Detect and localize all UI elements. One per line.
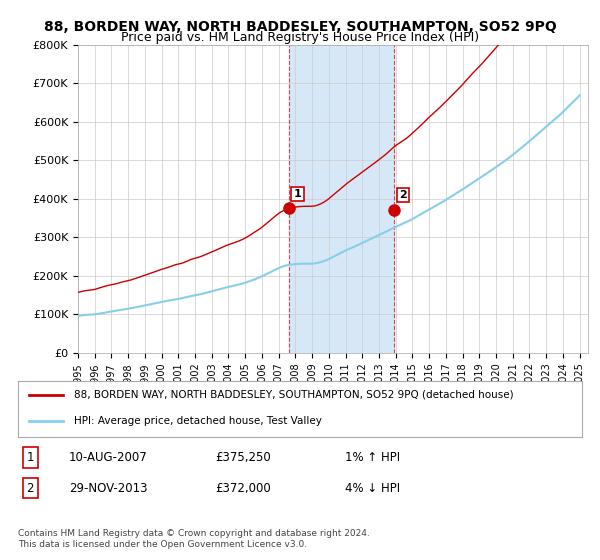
Text: 2: 2: [399, 190, 407, 200]
Text: £372,000: £372,000: [215, 482, 271, 495]
Text: Price paid vs. HM Land Registry's House Price Index (HPI): Price paid vs. HM Land Registry's House …: [121, 31, 479, 44]
Text: 1% ↑ HPI: 1% ↑ HPI: [345, 451, 400, 464]
Text: 88, BORDEN WAY, NORTH BADDESLEY, SOUTHAMPTON, SO52 9PQ (detached house): 88, BORDEN WAY, NORTH BADDESLEY, SOUTHAM…: [74, 390, 514, 400]
Text: 88, BORDEN WAY, NORTH BADDESLEY, SOUTHAMPTON, SO52 9PQ: 88, BORDEN WAY, NORTH BADDESLEY, SOUTHAM…: [44, 20, 556, 34]
Text: Contains HM Land Registry data © Crown copyright and database right 2024.
This d: Contains HM Land Registry data © Crown c…: [18, 529, 370, 549]
Bar: [289, 45, 394, 353]
Text: 1: 1: [294, 189, 301, 199]
Text: 1: 1: [26, 451, 34, 464]
Text: HPI: Average price, detached house, Test Valley: HPI: Average price, detached house, Test…: [74, 416, 322, 426]
Text: £375,250: £375,250: [215, 451, 271, 464]
Text: 29-NOV-2013: 29-NOV-2013: [69, 482, 147, 495]
Text: 10-AUG-2007: 10-AUG-2007: [69, 451, 148, 464]
Text: 4% ↓ HPI: 4% ↓ HPI: [345, 482, 400, 495]
Text: 2: 2: [26, 482, 34, 495]
